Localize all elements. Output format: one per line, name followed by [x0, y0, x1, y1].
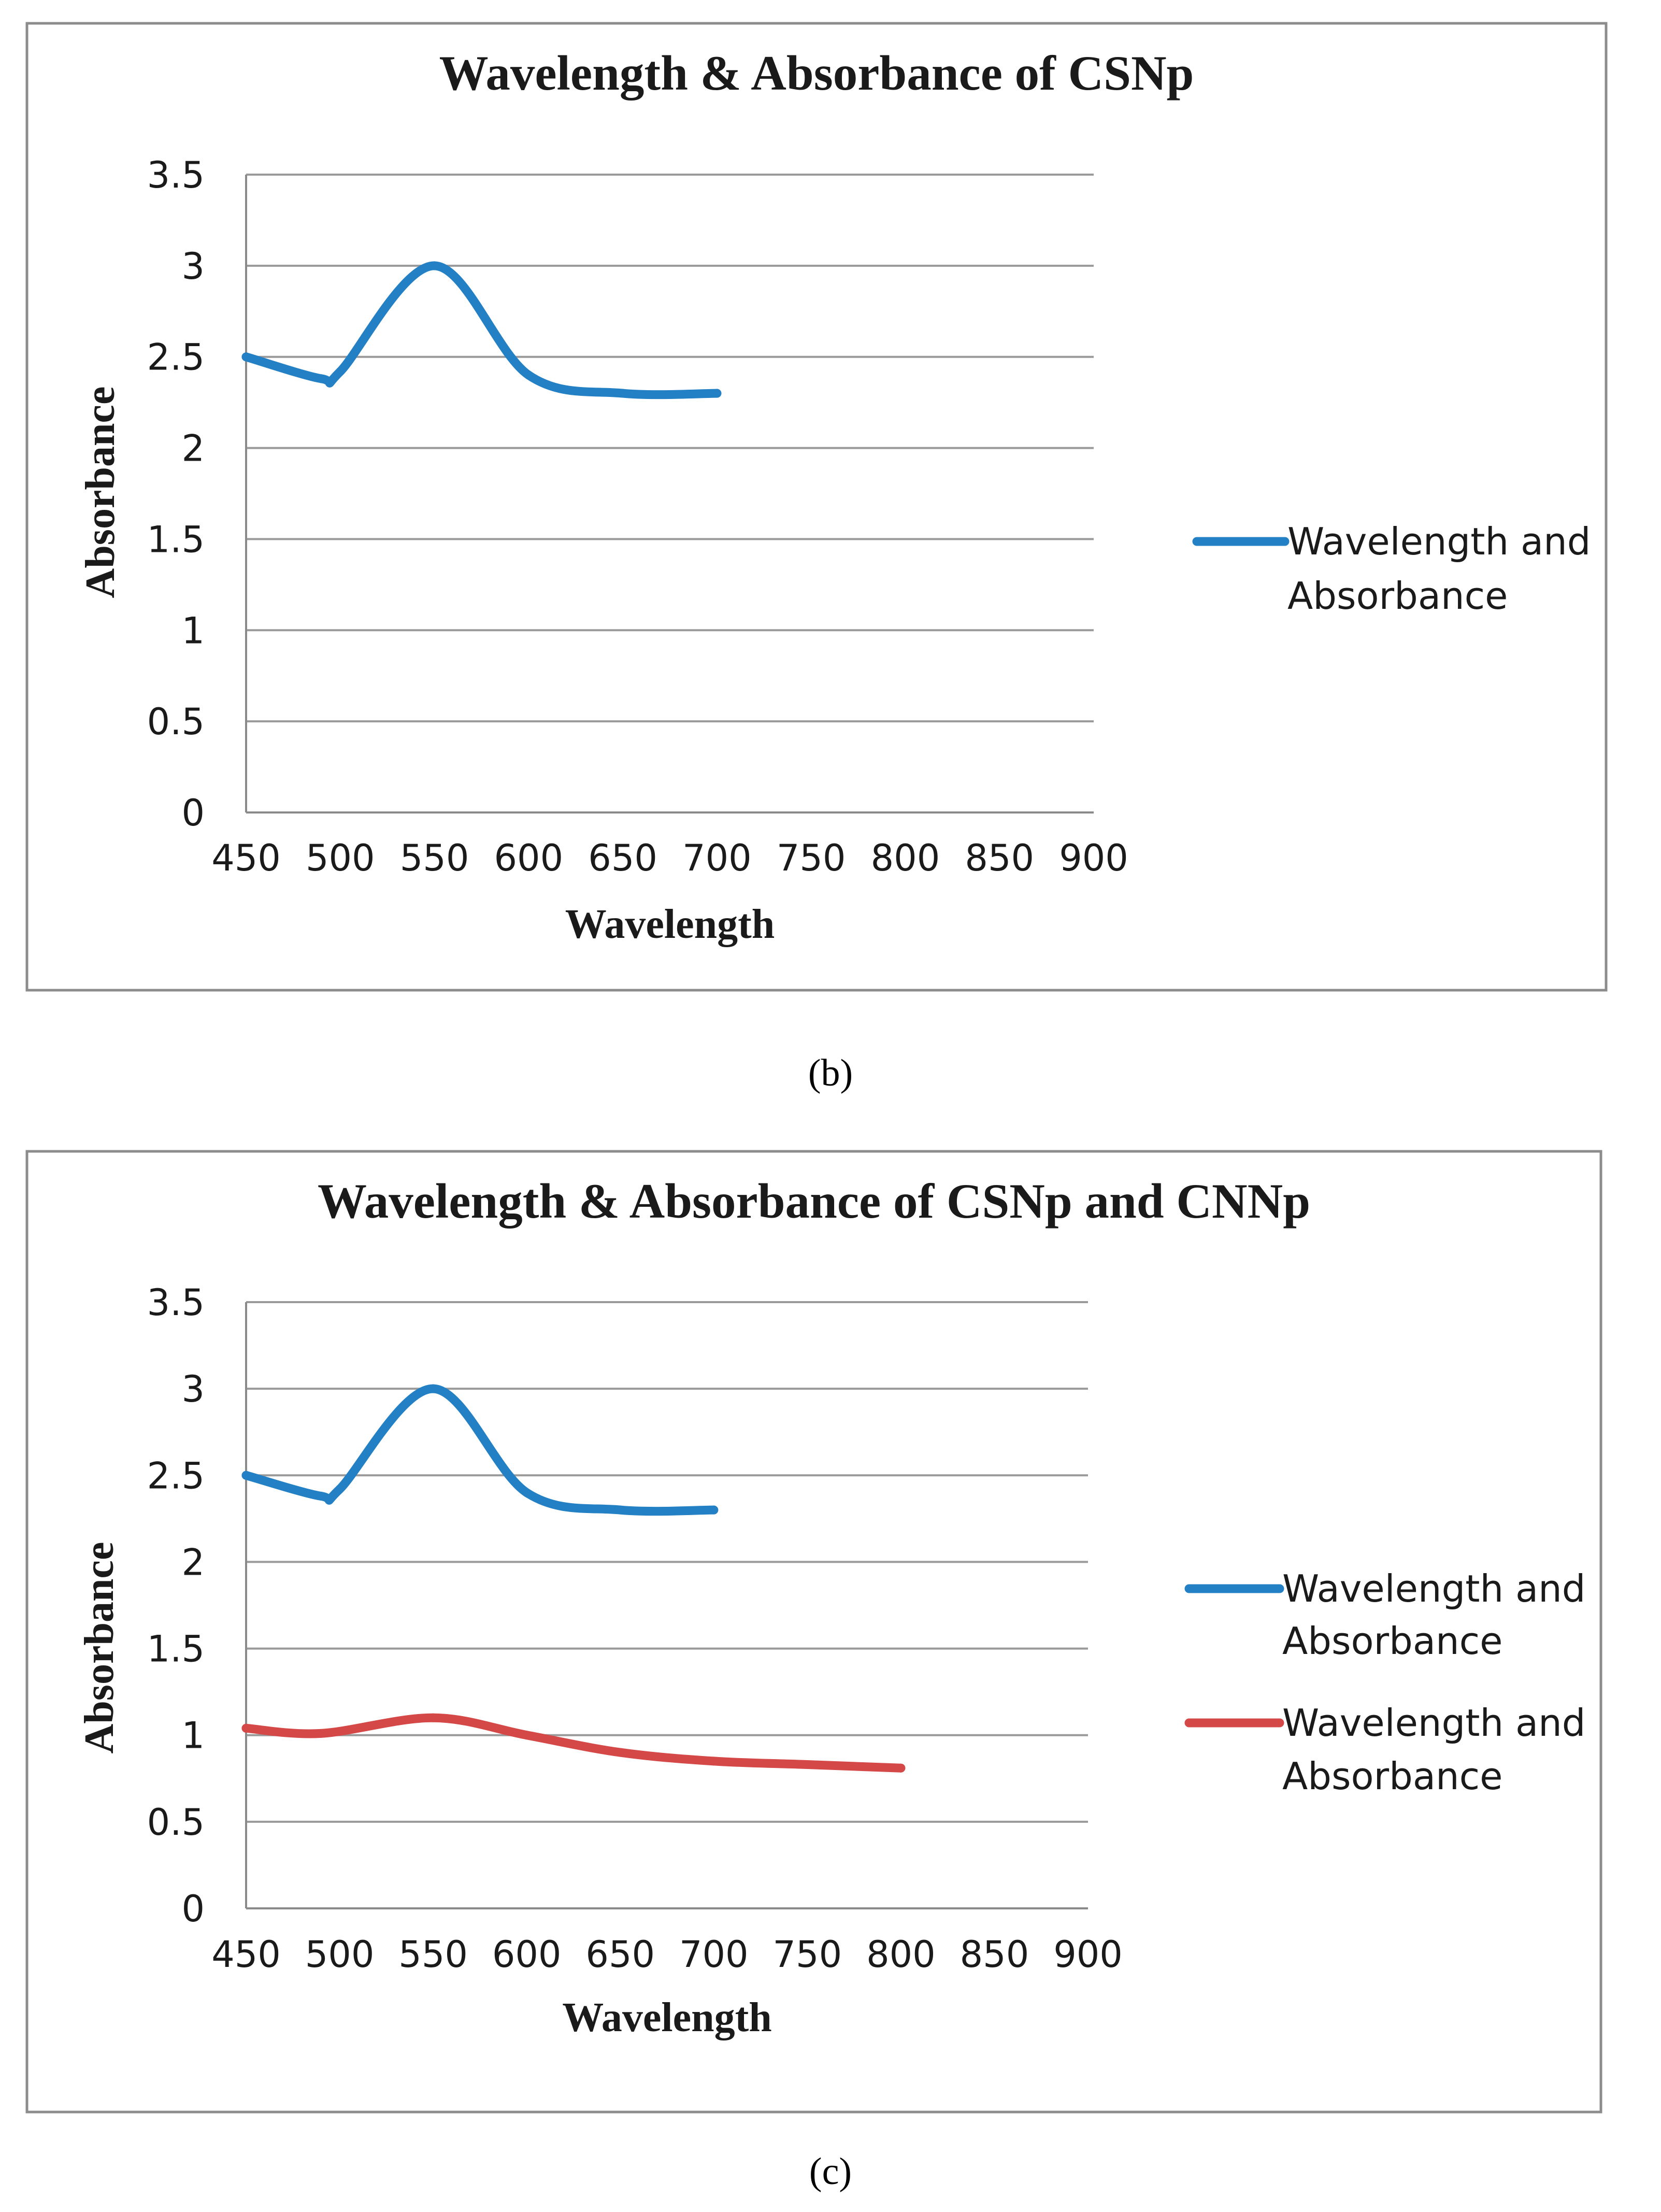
x-tick-label: 550 [398, 1933, 468, 1976]
series-2-point [522, 1731, 532, 1740]
x-tick-label: 800 [866, 1933, 936, 1976]
legend-label-line1: Wavelength and [1282, 1567, 1585, 1610]
chart-panel-1: Wavelength & Absorbance of CSNp 0 0.5 1 1.5 2… [25, 22, 1608, 992]
y-tick-label: 2 [181, 427, 205, 470]
x-tick-label: 650 [588, 837, 657, 879]
legend-label-line1: Wavelength and [1287, 520, 1591, 563]
series-1-point [241, 352, 251, 362]
x-tick-label: 600 [494, 837, 564, 879]
x-tick-label: 750 [777, 837, 846, 879]
x-tick-label: 700 [679, 1933, 749, 1976]
legend-label-line2: Absorbance [1287, 574, 1508, 618]
y-tick-label: 0 [181, 1888, 205, 1930]
x-axis-title: Wavelength [562, 1995, 771, 2040]
series-1-point [522, 1488, 532, 1497]
series-1-point [430, 261, 439, 270]
panel-caption: (c) [809, 2150, 852, 2193]
series-1-point [316, 1491, 325, 1501]
chart-frame [25, 22, 1608, 992]
series-2-point [803, 1760, 812, 1769]
y-tick-label: 2.5 [147, 1454, 205, 1497]
series-1-point [336, 367, 345, 376]
x-tick-label: 900 [1053, 1933, 1123, 1976]
y-tick-label: 0 [181, 792, 205, 834]
y-tick-label: 2 [181, 1541, 205, 1583]
y-tick-label: 3.5 [147, 1281, 205, 1324]
series-line-2 [241, 1713, 906, 1773]
y-tick-label: 1 [181, 1715, 205, 1757]
legend-label-line1: Wavelength and [1282, 1701, 1585, 1745]
chart-title: Wavelength & Absorbance of CSNp [439, 46, 1194, 101]
y-axis-title: Absorbance [77, 1542, 122, 1754]
x-tick-label: 850 [965, 837, 1034, 879]
y-tick-label: 3.5 [147, 154, 205, 196]
x-tick-label: 750 [773, 1933, 842, 1976]
y-tick-label: 0.5 [147, 701, 205, 743]
x-tick-label: 900 [1059, 837, 1128, 879]
y-tick-label: 1.5 [147, 518, 205, 561]
chart-panel-2: Wavelength & Absorbance of CSNp and CNNp… [25, 1150, 1602, 2114]
series-2-point [615, 1748, 625, 1757]
y-axis-title: Absorbance [78, 387, 123, 598]
x-tick-label: 700 [682, 837, 752, 879]
series-2-point [241, 1723, 251, 1733]
chart-title: Wavelength & Absorbance of CSNp and CNNp [318, 1174, 1310, 1229]
series-1-point [524, 370, 533, 380]
x-tick-label: 650 [585, 1933, 655, 1976]
x-tick-label: 800 [871, 837, 940, 879]
series-1-point [709, 1505, 719, 1515]
y-tick-label: 3 [181, 245, 205, 288]
series-2-point [428, 1713, 438, 1722]
x-tick-label: 450 [211, 837, 281, 879]
x-tick-label: 550 [400, 837, 469, 879]
x-tick-label: 450 [211, 1933, 281, 1976]
series-2-point [896, 1763, 906, 1773]
x-tick-label: 500 [305, 1933, 375, 1976]
series-1-point [618, 389, 627, 398]
y-tick-label: 1 [181, 609, 205, 652]
y-tick-label: 3 [181, 1368, 205, 1410]
series-2-point [709, 1757, 719, 1766]
y-tick-label: 1.5 [147, 1628, 205, 1671]
series-1-point [615, 1505, 625, 1515]
panel-caption: (b) [808, 1052, 853, 1094]
y-tick-label: 0.5 [147, 1801, 205, 1844]
series-1-point [241, 1471, 251, 1480]
y-tick-label: 2.5 [147, 336, 205, 379]
x-tick-label: 500 [306, 837, 375, 879]
x-tick-label: 600 [492, 1933, 562, 1976]
chart-frame [25, 1150, 1602, 2114]
x-axis-title: Wavelength [565, 902, 775, 947]
series-1-point [428, 1384, 438, 1393]
x-tick-label: 850 [960, 1933, 1029, 1976]
legend-label-line2: Absorbance [1282, 1619, 1502, 1663]
series-2-point [316, 1729, 325, 1738]
series-1-point [317, 374, 326, 383]
series-1-point [712, 389, 722, 398]
series-1-point [335, 1485, 345, 1494]
legend-label-line2: Absorbance [1282, 1754, 1502, 1798]
